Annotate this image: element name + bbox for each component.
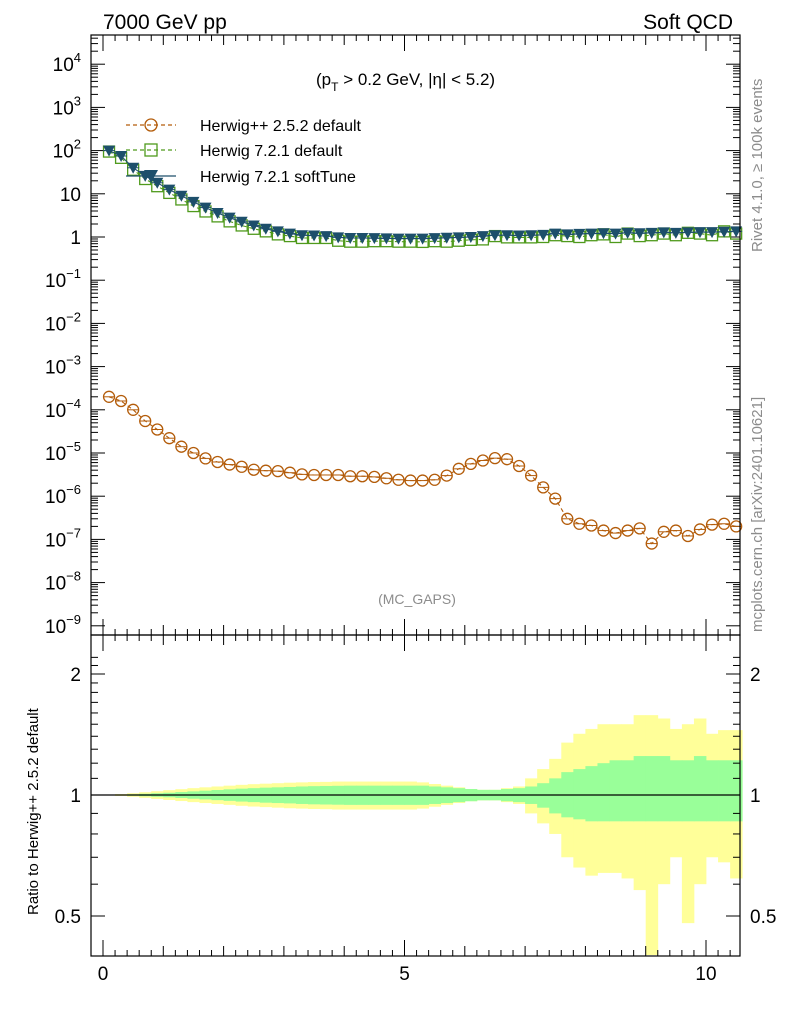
header-left-label: 7000 GeV pp bbox=[103, 11, 227, 34]
main-y-tick-exp: −4 bbox=[66, 396, 81, 411]
main-y-tick-base: 10 bbox=[53, 142, 74, 163]
main-y-tick-label: 10−1 bbox=[45, 266, 81, 292]
main-y-tick-label: 10−6 bbox=[45, 482, 81, 508]
ratio-outer-band-bin bbox=[681, 724, 695, 924]
x-tick-label: 10 bbox=[695, 964, 716, 985]
ratio-inner-band-bin bbox=[681, 760, 695, 822]
ratio-panel-frame bbox=[90, 634, 741, 957]
main-y-tick-label: 10 bbox=[60, 185, 81, 206]
main-y-tick-base: 10 bbox=[53, 55, 74, 76]
main-y-tick-exp: 4 bbox=[74, 50, 81, 65]
main-y-tick-label: 104 bbox=[53, 50, 81, 76]
series-line-herwigpp bbox=[108, 396, 737, 545]
main-y-tick-exp: 2 bbox=[74, 137, 81, 152]
ratio-inner-band-bin bbox=[621, 760, 635, 822]
ratio-inner-band-bin bbox=[609, 760, 622, 822]
legend-marker-herwig721 bbox=[144, 143, 158, 157]
ratio-inner-band-bin bbox=[645, 756, 659, 822]
main-y-tick-base: 10 bbox=[45, 358, 66, 379]
ratio-y-tick-label: 0.5 bbox=[55, 907, 81, 928]
main-y-tick-base: 10 bbox=[45, 444, 66, 465]
ratio-inner-band-bin bbox=[597, 763, 610, 822]
main-y-tick-base: 10 bbox=[53, 98, 74, 119]
ratio-outer-band-bin bbox=[645, 715, 659, 955]
legend: Herwig++ 2.5.2 default Herwig 7.2.1 defa… bbox=[126, 118, 362, 186]
main-y-tick-label: 10−5 bbox=[45, 439, 81, 465]
main-y-tick-label: 10−2 bbox=[45, 309, 81, 335]
main-y-tick-label: 10−9 bbox=[45, 612, 81, 638]
main-y-tick-exp: 3 bbox=[74, 93, 81, 108]
x-tick-label: 5 bbox=[399, 964, 410, 985]
series-line-softtune bbox=[108, 150, 737, 240]
ratio-inner-band-bin bbox=[657, 756, 671, 822]
main-y-tick-exp: −1 bbox=[66, 266, 81, 281]
main-y-tick-label: 10−7 bbox=[45, 525, 81, 551]
main-y-tick-base: 1 bbox=[70, 228, 81, 249]
legend-marker-herwigpp bbox=[144, 118, 158, 132]
main-y-tick-base: 10 bbox=[45, 271, 66, 292]
main-y-tick-base: 10 bbox=[45, 401, 66, 422]
main-y-tick-exp: −3 bbox=[66, 353, 81, 368]
ratio-y-tick-label-right: 2 bbox=[750, 665, 761, 686]
ratio-y-tick-label-right: 1 bbox=[750, 786, 761, 807]
main-y-tick-base: 10 bbox=[45, 487, 66, 508]
main-y-tick-label: 102 bbox=[53, 137, 81, 163]
main-y-tick-label: 10−8 bbox=[45, 569, 81, 595]
header-right-label: Soft QCD bbox=[643, 11, 733, 34]
ratio-y-tick-label-right: 0.5 bbox=[750, 907, 776, 928]
ratio-inner-band-bin bbox=[633, 756, 647, 822]
main-y-tick-exp: −7 bbox=[66, 525, 81, 540]
legend-label-herwigpp: Herwig++ 2.5.2 default bbox=[200, 118, 362, 135]
main-y-tick-base: 10 bbox=[60, 185, 81, 206]
main-y-tick-exp: −8 bbox=[66, 569, 81, 584]
main-y-tick-exp: −9 bbox=[66, 612, 81, 627]
ratio-y-tick-label: 2 bbox=[70, 665, 81, 686]
main-y-tick-labels: 10410310210110−110−210−310−410−510−610−7… bbox=[45, 50, 81, 638]
cut-label-sub: T bbox=[331, 80, 339, 94]
main-panel-series bbox=[102, 145, 743, 550]
main-y-tick-label: 103 bbox=[53, 93, 81, 119]
main-panel-ticks bbox=[91, 35, 740, 635]
main-y-tick-label: 10−3 bbox=[45, 353, 81, 379]
ratio-inner-band-bin bbox=[693, 756, 707, 822]
cut-label-p: (p bbox=[316, 70, 331, 89]
main-y-tick-exp: −6 bbox=[66, 482, 81, 497]
main-y-tick-label: 1 bbox=[70, 228, 81, 249]
legend-label-herwig721: Herwig 7.2.1 default bbox=[200, 143, 343, 160]
ratio-y-axis-label: Ratio to Herwig++ 2.5.2 default bbox=[25, 707, 42, 915]
ratio-inner-band-bin bbox=[585, 766, 598, 822]
cut-label-rest: > 0.2 GeV, |η| < 5.2) bbox=[338, 70, 495, 89]
main-y-tick-base: 10 bbox=[45, 617, 66, 638]
ratio-y-tick-labels: 2 2 1 1 0.5 0.5 bbox=[55, 665, 777, 928]
main-y-tick-label: 10−4 bbox=[45, 396, 81, 422]
ratio-inner-band-bin bbox=[706, 760, 719, 822]
legend-marker-softtune bbox=[144, 170, 158, 183]
x-tick-labels: 0 5 10 bbox=[98, 964, 717, 985]
ratio-panel-ticks bbox=[91, 635, 740, 956]
analysis-watermark: (MC_GAPS) bbox=[378, 591, 456, 607]
ratio-panel-bands bbox=[115, 715, 743, 955]
rivet-side-label: Rivet 4.1.0, ≥ 100k events bbox=[749, 79, 766, 252]
ratio-inner-band-bin bbox=[730, 760, 743, 822]
legend-label-softtune: Herwig 7.2.1 softTune bbox=[200, 169, 356, 186]
main-y-tick-exp: −2 bbox=[66, 309, 81, 324]
main-y-tick-exp: −5 bbox=[66, 439, 81, 454]
ratio-inner-band-bin bbox=[549, 778, 562, 814]
ratio-inner-band-bin bbox=[573, 769, 586, 820]
cut-label: (pT > 0.2 GeV, |η| < 5.2) bbox=[316, 70, 495, 94]
x-tick-label: 0 bbox=[98, 964, 109, 985]
ratio-inner-band-bin bbox=[718, 760, 731, 822]
ratio-y-tick-label: 1 bbox=[70, 786, 81, 807]
main-y-tick-base: 10 bbox=[45, 314, 66, 335]
main-y-tick-base: 10 bbox=[45, 530, 66, 551]
main-panel-frame bbox=[90, 34, 741, 636]
mcplots-side-label: mcplots.cern.ch [arXiv:2401.10621] bbox=[749, 397, 766, 632]
main-y-tick-base: 10 bbox=[45, 574, 66, 595]
ratio-inner-band-bin bbox=[669, 760, 683, 822]
series-line-herwig721 bbox=[108, 151, 737, 243]
